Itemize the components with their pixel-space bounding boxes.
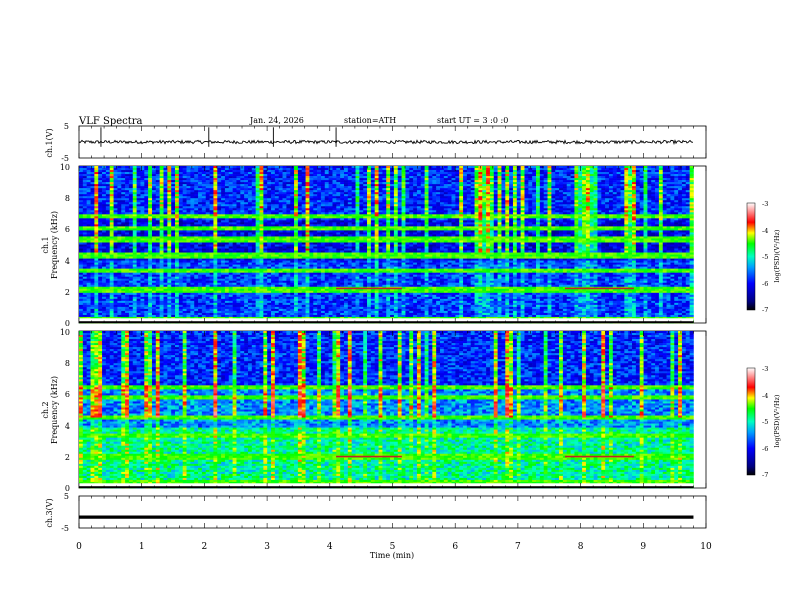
ch1-ftick-6: 6 [65, 225, 70, 234]
ch3-waveform-ylabel: ch.3(V) [45, 498, 54, 527]
x-tick-label-0: 0 [76, 542, 82, 552]
ch1-cbar-tick-neg3: -3 [762, 200, 768, 208]
ch2-cbar-label: log(PSD)(V²/Hz) [773, 394, 781, 447]
ch1-waveform-line [78, 139, 694, 146]
ch2-ftick-6: 6 [65, 390, 70, 399]
ch3-ytick-neg5: -5 [61, 524, 69, 533]
ch1-cbar-tick-neg6: -6 [762, 280, 768, 288]
ch1-ftick-8: 8 [65, 194, 70, 203]
ch2-ftick-4: 4 [65, 422, 70, 431]
ch2-ftick-10: 10 [60, 328, 70, 337]
ch1-colorbar: -3 -4 -5 -6 -7 log(PSD)(V²/Hz) [746, 200, 781, 314]
ch3-ytick-5: 5 [64, 492, 69, 501]
ch3-waveform-panel: 5 -5 ch.3(V) [45, 492, 707, 533]
station-label: station=ATH [344, 116, 396, 125]
ch2-colorbar: -3 -4 -5 -6 -7 log(PSD)(V²/Hz) [746, 365, 781, 479]
ch1-waveform-panel: 5 -5 ch.1(V) [45, 122, 707, 163]
x-axis-label: Time (min) [370, 551, 414, 560]
x-tick-label-4: 4 [327, 542, 333, 552]
ch3-waveform-frame [78, 495, 707, 529]
ch1-ytick-neg5: -5 [61, 154, 69, 163]
x-axis-ticks [78, 126, 707, 528]
ch2-spectrogram-panel: 10 8 6 4 2 0 ch.2 Frequency (kHz) -3 -4 … [41, 328, 781, 493]
ch1-ftick-2: 2 [65, 288, 70, 297]
figure-title: VLF Spectra [78, 116, 143, 127]
start-ut-label: start UT = 3 :0 :0 [437, 116, 508, 125]
x-axis-tick-labels: 0 1 2 3 4 5 6 7 8 9 10 [76, 542, 712, 552]
ch1-cbar-tick-neg5: -5 [762, 253, 768, 261]
x-tick-label-8: 8 [578, 542, 584, 552]
ch1-ftick-10: 10 [60, 163, 70, 172]
x-tick-label-9: 9 [640, 542, 646, 552]
ch1-cbar-tick-neg7: -7 [762, 306, 768, 314]
ch2-ftick-2: 2 [65, 453, 70, 462]
ch1-frequency-ylabel: Frequency (kHz) [50, 211, 59, 279]
ch2-cbar-tick-neg7: -7 [762, 471, 768, 479]
ch2-cbar-tick-neg3: -3 [762, 365, 768, 373]
ch2-cbar-tick-neg6: -6 [762, 445, 768, 453]
x-tick-label-1: 1 [139, 542, 145, 552]
ch1-waveform-ylabel: ch.1(V) [45, 128, 54, 157]
ch1-cbar-tick-neg4: -4 [762, 227, 768, 235]
ch2-ftick-8: 8 [65, 359, 70, 368]
ch2-ftick-0: 0 [65, 484, 70, 493]
ch2-cbar-tick-neg4: -4 [762, 392, 768, 400]
ch2-spectrogram-ylabel: ch.2 [41, 401, 50, 418]
ch2-cbar-tick-neg5: -5 [762, 418, 768, 426]
ch2-frequency-ylabel: Frequency (kHz) [50, 376, 59, 444]
x-tick-label-3: 3 [264, 542, 270, 552]
ch1-ytick-5: 5 [64, 122, 69, 131]
ch1-spectrogram-ylabel: ch.1 [41, 236, 50, 253]
ch1-cbar-label: log(PSD)(V²/Hz) [773, 229, 781, 282]
ch1-spectrogram-image [79, 166, 694, 324]
date-label: Jan. 24, 2026 [249, 116, 304, 125]
x-tick-label-5: 5 [390, 542, 396, 552]
ch1-ftick-4: 4 [65, 257, 70, 266]
ch1-spectrogram-panel: 10 8 6 4 2 0 ch.1 Frequency (kHz) -3 -4 … [41, 163, 781, 328]
x-tick-label-10: 10 [700, 542, 712, 552]
ch1-ftick-0: 0 [65, 319, 70, 328]
x-tick-label-2: 2 [202, 542, 208, 552]
x-tick-label-6: 6 [452, 542, 458, 552]
x-tick-label-7: 7 [515, 542, 521, 552]
ch2-spectrogram-image [79, 331, 694, 489]
